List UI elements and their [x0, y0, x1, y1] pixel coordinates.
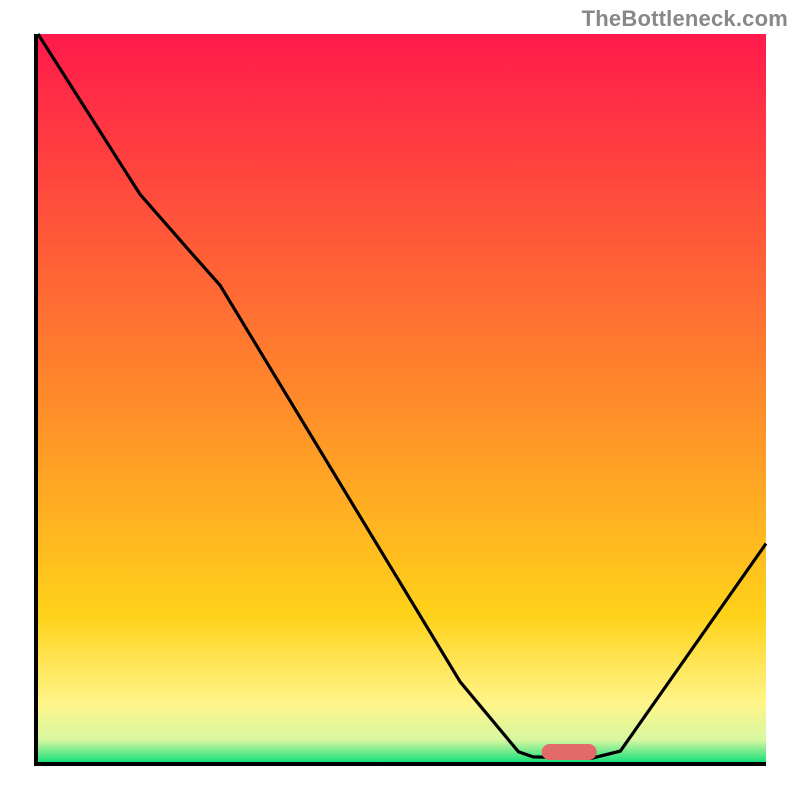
watermark-label: TheBottleneck.com [582, 6, 788, 32]
curve-path [38, 34, 766, 758]
bottleneck-plot [34, 34, 766, 766]
optimal-marker [542, 744, 597, 760]
bottleneck-curve [38, 34, 766, 762]
